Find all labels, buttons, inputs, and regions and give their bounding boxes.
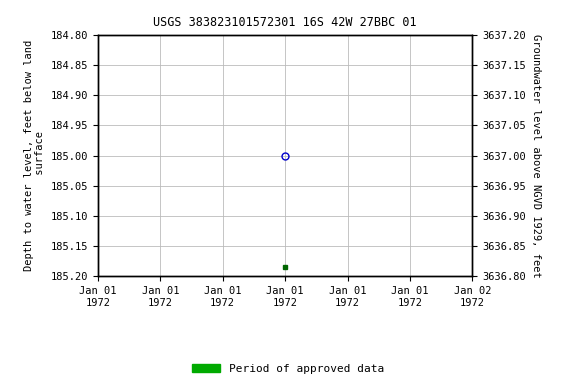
Y-axis label: Groundwater level above NGVD 1929, feet: Groundwater level above NGVD 1929, feet <box>531 34 541 277</box>
Legend: Period of approved data: Period of approved data <box>188 359 388 379</box>
Y-axis label: Depth to water level, feet below land
 surface: Depth to water level, feet below land su… <box>24 40 45 271</box>
Title: USGS 383823101572301 16S 42W 27BBC 01: USGS 383823101572301 16S 42W 27BBC 01 <box>153 16 417 29</box>
